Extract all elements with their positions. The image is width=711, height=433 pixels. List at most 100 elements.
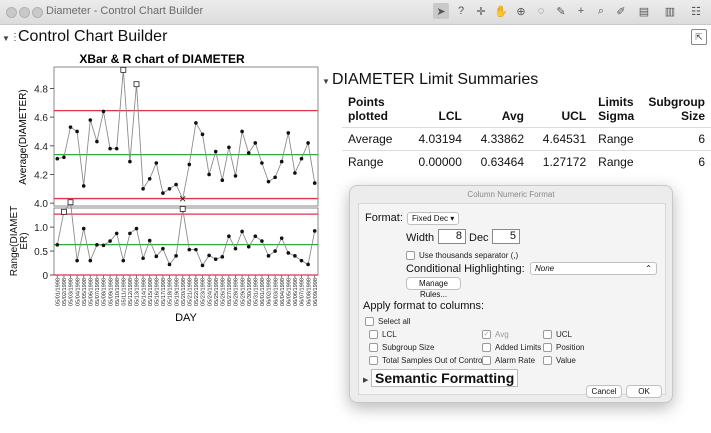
xbar-point bbox=[253, 141, 258, 145]
dec-input[interactable]: 5 bbox=[492, 229, 520, 244]
conditional-highlighting-value: None bbox=[535, 264, 555, 273]
range-point bbox=[312, 229, 317, 233]
range-panel: 0 0.5 1.0 bbox=[34, 199, 319, 282]
conditional-highlighting-select[interactable]: None ⌃ bbox=[530, 262, 657, 275]
brush-tool-icon[interactable]: ✎ bbox=[556, 5, 566, 18]
column-label: LCL bbox=[382, 330, 397, 339]
xbar-point bbox=[154, 161, 159, 165]
xbar-point-out bbox=[120, 66, 127, 73]
xbar-point bbox=[88, 118, 93, 122]
cell-lcl: 0.00000 bbox=[404, 150, 468, 173]
x-tick-label: 05/18/1998 bbox=[168, 278, 174, 306]
red-triangle-menu-icon[interactable]: ⋮ bbox=[10, 32, 20, 43]
tool-palette: ➤ ? ✛ ✋ ⊕ ◌ ✎ + ⌕ ✐ ▤ ▥ ☷ bbox=[433, 3, 707, 21]
magnifier-tool-icon[interactable]: ⌕ bbox=[597, 4, 605, 17]
column-switcher-icon[interactable]: ☷ bbox=[691, 5, 701, 18]
xbar-point bbox=[220, 178, 225, 183]
x-tick-label: 06/09/1998 bbox=[313, 278, 319, 306]
panel-toggle-icon[interactable]: ▥ bbox=[664, 5, 676, 18]
grabber-tool-icon[interactable]: ⊕ bbox=[516, 5, 526, 18]
range-point bbox=[141, 256, 145, 261]
column-checkbox-value[interactable]: Value bbox=[543, 356, 576, 366]
x-tick-label: 05/15/1998 bbox=[148, 278, 154, 306]
select-all-label: Select all bbox=[378, 317, 411, 326]
cancel-button[interactable]: Cancel bbox=[586, 385, 622, 398]
column-checkbox-lcl[interactable]: LCL bbox=[369, 330, 397, 340]
thousands-separator-checkbox[interactable]: Use thousands separator (,) bbox=[406, 251, 518, 261]
xbar-point bbox=[114, 146, 119, 151]
scroller-tool-icon[interactable]: ✋ bbox=[494, 5, 508, 18]
range-point bbox=[207, 253, 211, 258]
format-select[interactable]: Fixed Dec ▾ bbox=[407, 212, 460, 225]
range-point bbox=[279, 236, 284, 240]
column-checkbox-ucl[interactable]: UCL bbox=[543, 330, 573, 340]
semantic-disclosure-icon[interactable]: ▶ bbox=[363, 377, 369, 384]
pin-button-icon[interactable]: ⇱ bbox=[691, 29, 707, 45]
x-tick-label: 05/11/1998 bbox=[122, 278, 128, 306]
column-checkbox-subgroup-size[interactable]: Subgroup Size bbox=[369, 343, 434, 353]
disclosure-triangle-icon[interactable]: ▼ bbox=[2, 34, 10, 43]
column-checkbox-alarm-rate[interactable]: Alarm Rate bbox=[482, 356, 535, 366]
xbar-point bbox=[167, 187, 172, 191]
x-tick-label: 05/03/1998 bbox=[69, 278, 75, 306]
ok-button[interactable]: OK bbox=[626, 385, 662, 398]
column-checkbox-added-limits[interactable]: Added Limits bbox=[482, 343, 542, 353]
xbar-point bbox=[246, 151, 251, 155]
x-tick-label: 05/25/1998 bbox=[214, 278, 220, 306]
selection-tool-icon[interactable]: ✛ bbox=[476, 5, 486, 18]
x-tick-label: 05/06/1998 bbox=[89, 278, 95, 306]
x-axis-title: DAY bbox=[175, 312, 197, 324]
column-checkbox-total-samples[interactable]: Total Samples Out of Control bbox=[369, 356, 484, 366]
xbar-tick-label: 4.0 bbox=[34, 199, 48, 210]
range-point bbox=[128, 231, 132, 236]
close-window-button[interactable] bbox=[6, 7, 17, 18]
xbar-series-line bbox=[57, 69, 316, 201]
column-checkbox-avg[interactable]: ✓ Avg bbox=[482, 330, 509, 340]
xbar-point bbox=[174, 182, 178, 187]
semantic-formatting-header[interactable]: Semantic Formatting bbox=[371, 369, 519, 387]
crosshair-tool-icon[interactable]: + bbox=[577, 5, 585, 17]
row-name: Range bbox=[342, 150, 405, 173]
x-tick-label: 05/22/1998 bbox=[194, 278, 200, 306]
range-point bbox=[167, 262, 172, 267]
x-tick-label: 05/02/1998 bbox=[62, 278, 68, 306]
column-checkbox-position[interactable]: Position bbox=[543, 343, 584, 353]
range-point-out bbox=[179, 206, 186, 212]
limits-disclosure-icon[interactable]: ▼ bbox=[322, 77, 330, 86]
help-tool-icon[interactable]: ? bbox=[457, 5, 465, 17]
minimize-window-button[interactable] bbox=[19, 7, 30, 18]
range-point bbox=[55, 243, 60, 247]
column-label: UCL bbox=[556, 330, 573, 339]
xbar-point bbox=[68, 125, 73, 129]
cell-size: 6 bbox=[642, 150, 711, 173]
annotate-tool-icon[interactable]: ✐ bbox=[616, 5, 626, 18]
header-avg: Avg bbox=[501, 109, 525, 123]
xbar-point bbox=[200, 132, 205, 137]
x-tick-label: 06/08/1998 bbox=[306, 278, 312, 306]
xbar-point bbox=[141, 187, 145, 191]
range-tick-label: 1.0 bbox=[34, 223, 48, 234]
xbar-point-low bbox=[179, 196, 186, 202]
xbar-point bbox=[260, 161, 264, 165]
column-label: Added Limits bbox=[495, 343, 542, 352]
xbar-point bbox=[266, 179, 271, 184]
range-point bbox=[260, 239, 264, 243]
arrow-tool-icon[interactable]: ➤ bbox=[433, 3, 449, 19]
layout-grid-icon[interactable]: ▤ bbox=[638, 5, 650, 18]
xbar-point bbox=[108, 146, 112, 151]
header-points-plotted: Points plotted bbox=[348, 95, 388, 123]
manage-rules-button[interactable]: Manage Rules... bbox=[406, 277, 461, 299]
xbar-point bbox=[161, 191, 165, 195]
zoom-window-button[interactable] bbox=[32, 7, 43, 18]
select-all-checkbox[interactable]: Select all bbox=[365, 317, 411, 327]
builder-header: ▼ ⋮ Control Chart Builder ⇱ bbox=[0, 26, 711, 48]
x-tick-label: 05/20/1998 bbox=[181, 278, 187, 306]
lasso-tool-icon[interactable]: ◌ bbox=[537, 5, 545, 17]
x-axis-ticks: 05/01/1998 05/02/1998 05/03/1998 05/04/1998… bbox=[56, 275, 319, 306]
dialog-body: Format: Fixed Dec ▾ Width 8 Dec 5 Use th… bbox=[358, 203, 666, 395]
width-input[interactable]: 8 bbox=[438, 229, 466, 244]
x-tick-label: 05/26/1998 bbox=[221, 278, 227, 306]
header-subgroup-size: Subgroup Size bbox=[648, 95, 705, 123]
checkmark-icon: ✓ bbox=[482, 330, 491, 340]
xbar-tick-label: 4.8 bbox=[34, 84, 48, 95]
